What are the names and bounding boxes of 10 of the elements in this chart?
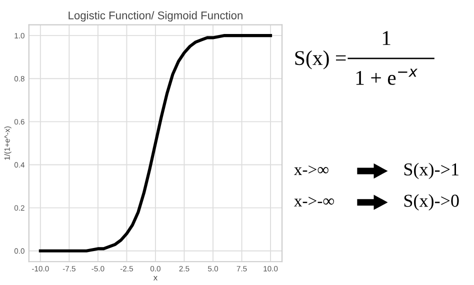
text: S(x) = bbox=[295, 50, 346, 70]
x-axis-title: x bbox=[153, 276, 158, 280]
text: 1 bbox=[382, 31, 390, 45]
chart-title: Logistic Function/ Sigmoid Function bbox=[68, 11, 242, 22]
line-series bbox=[38, 34, 272, 252]
text: S(x)->1 bbox=[404, 162, 458, 180]
text: 1 + e$^{−x}$ bbox=[356, 68, 418, 85]
text: x->-∞ bbox=[294, 196, 334, 206]
text: x->∞ bbox=[294, 165, 328, 176]
text: S(x)->0 bbox=[404, 194, 459, 211]
